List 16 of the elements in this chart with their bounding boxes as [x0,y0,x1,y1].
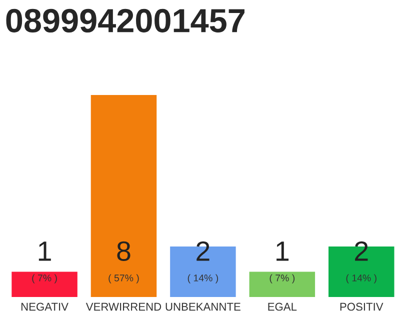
x-tick-label: VERWIRREND [86,302,162,311]
data-label: 1 [276,242,289,261]
x-tick-label: NEGATIV [21,302,68,311]
annotation: ( 14% ) [188,274,218,284]
x-tick-label: UNBEKANNTE [166,302,240,311]
data-label: 2 [355,241,368,261]
annotation: ( 14% ) [346,274,376,284]
annotation: ( 7% ) [32,274,57,284]
data-label: 1 [38,242,51,261]
data-label: 8 [117,241,130,262]
x-tick-label: POSITIV [340,302,384,311]
annotation: ( 57% ) [108,274,139,284]
chart-title: 0899942001457 [6,8,244,32]
annotation: ( 7% ) [270,274,295,284]
x-tick-label: EGAL [268,302,297,311]
data-label: 2 [196,241,210,261]
